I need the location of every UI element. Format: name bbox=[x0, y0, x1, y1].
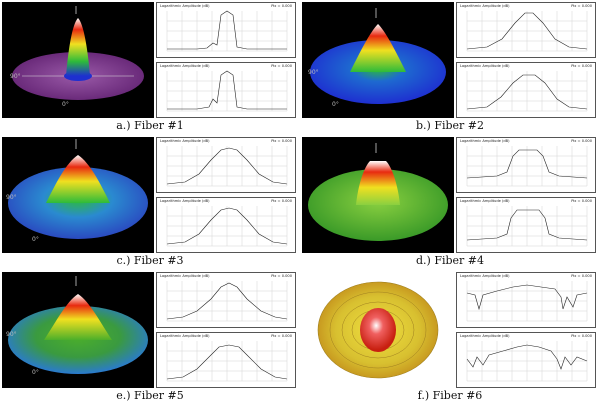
plot-info: Pix = 0.000 bbox=[571, 334, 592, 338]
panel-caption: f.) Fiber #6 bbox=[417, 389, 483, 402]
beam-profile-3d: 90° 0° bbox=[302, 2, 454, 118]
svg-text:0°: 0° bbox=[32, 369, 39, 376]
plot-info: Pix = 0.000 bbox=[571, 4, 592, 8]
svg-text:0°: 0° bbox=[62, 101, 69, 108]
plot-title: Logarithmic Amplitude (dB) bbox=[160, 4, 210, 8]
beam-profile-3d: 90° 0° bbox=[2, 2, 154, 118]
plot-info: Pix = 0.000 bbox=[271, 4, 292, 8]
svg-text:90°: 90° bbox=[6, 331, 17, 338]
svg-text:90°: 90° bbox=[6, 194, 17, 201]
plot-title: Logarithmic Amplitude (dB) bbox=[460, 199, 510, 203]
top-profile-plot: Logarithmic Amplitude (dB) Pix = 0.000 bbox=[156, 2, 296, 58]
plot-title: Logarithmic Amplitude (dB) bbox=[160, 334, 210, 338]
panel-c: 90° 0° Logarithmic Amplitude (dB) Pix = … bbox=[0, 135, 300, 270]
panel-caption: d.) Fiber #4 bbox=[416, 254, 484, 267]
panel-d: Logarithmic Amplitude (dB) Pix = 0.000 L… bbox=[300, 135, 600, 270]
svg-text:90°: 90° bbox=[10, 73, 21, 80]
panel-e: 90° 0° Logarithmic Amplitude (dB) Pix = … bbox=[0, 270, 300, 405]
bottom-profile-plot: Logarithmic Amplitude (dB) Pix = 0.000 bbox=[156, 62, 296, 118]
plot-info: Pix = 0.000 bbox=[271, 334, 292, 338]
plot-info: Pix = 0.000 bbox=[571, 139, 592, 143]
beam-profile-3d: 90° 0° bbox=[2, 272, 154, 388]
bottom-profile-plot: Logarithmic Amplitude (dB) Pix = 0.000 bbox=[456, 197, 596, 253]
bottom-profile-plot: Logarithmic Amplitude (dB) Pix = 0.000 bbox=[156, 332, 296, 388]
panel-caption: e.) Fiber #5 bbox=[116, 389, 184, 402]
panel-caption: b.) Fiber #2 bbox=[416, 119, 484, 132]
beam-profile-3d: 90° 0° bbox=[2, 137, 154, 253]
bottom-profile-plot: Logarithmic Amplitude (dB) Pix = 0.000 bbox=[156, 197, 296, 253]
plot-info: Pix = 0.000 bbox=[571, 199, 592, 203]
panel-caption: c.) Fiber #3 bbox=[116, 254, 184, 267]
plot-title: Logarithmic Amplitude (dB) bbox=[460, 64, 510, 68]
plot-info: Pix = 0.000 bbox=[571, 64, 592, 68]
top-profile-plot: Logarithmic Amplitude (dB) Pix = 0.000 bbox=[156, 272, 296, 328]
plot-title: Logarithmic Amplitude (dB) bbox=[160, 64, 210, 68]
top-profile-plot: Logarithmic Amplitude (dB) Pix = 0.000 bbox=[456, 272, 596, 328]
bottom-profile-plot: Logarithmic Amplitude (dB) Pix = 0.000 bbox=[456, 62, 596, 118]
beam-profile-3d bbox=[302, 272, 454, 388]
plot-info: Pix = 0.000 bbox=[271, 199, 292, 203]
svg-text:90°: 90° bbox=[308, 69, 319, 76]
svg-text:0°: 0° bbox=[332, 101, 339, 108]
plot-info: Pix = 0.000 bbox=[271, 274, 292, 278]
plot-title: Logarithmic Amplitude (dB) bbox=[160, 139, 210, 143]
bottom-profile-plot: Logarithmic Amplitude (dB) Pix = 0.000 bbox=[456, 332, 596, 388]
beam-profile-3d bbox=[302, 137, 454, 253]
panel-b: 90° 0° Logarithmic Amplitude (dB) Pix = … bbox=[300, 0, 600, 135]
panel-f: Logarithmic Amplitude (dB) Pix = 0.000 L… bbox=[300, 270, 600, 405]
plot-title: Logarithmic Amplitude (dB) bbox=[160, 274, 210, 278]
plot-title: Logarithmic Amplitude (dB) bbox=[460, 334, 510, 338]
panel-caption: a.) Fiber #1 bbox=[116, 119, 184, 132]
top-profile-plot: Logarithmic Amplitude (dB) Pix = 0.000 bbox=[156, 137, 296, 193]
plot-title: Logarithmic Amplitude (dB) bbox=[460, 139, 510, 143]
plot-title: Logarithmic Amplitude (dB) bbox=[460, 4, 510, 8]
plot-info: Pix = 0.000 bbox=[571, 274, 592, 278]
panel-a: 90° 0° Logarithmic Amplitude (dB) Pix = … bbox=[0, 0, 300, 135]
plot-title: Logarithmic Amplitude (dB) bbox=[160, 199, 210, 203]
plot-title: Logarithmic Amplitude (dB) bbox=[460, 274, 510, 278]
top-profile-plot: Logarithmic Amplitude (dB) Pix = 0.000 bbox=[456, 2, 596, 58]
plot-info: Pix = 0.000 bbox=[271, 139, 292, 143]
plot-info: Pix = 0.000 bbox=[271, 64, 292, 68]
svg-text:0°: 0° bbox=[32, 236, 39, 243]
top-profile-plot: Logarithmic Amplitude (dB) Pix = 0.000 bbox=[456, 137, 596, 193]
